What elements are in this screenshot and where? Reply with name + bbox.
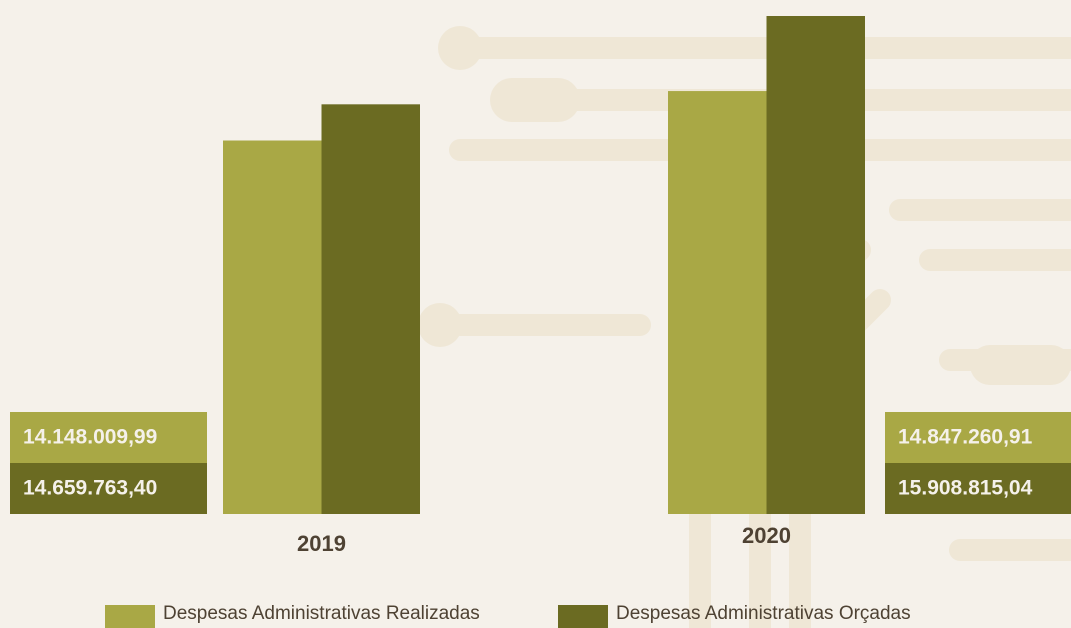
value-label: 14.847.260,91	[898, 426, 1033, 449]
bar	[668, 91, 767, 514]
value-label-box	[10, 412, 207, 463]
bar	[321, 104, 420, 515]
category-label: 2019	[297, 531, 346, 556]
value-label: 15.908.815,04	[898, 477, 1033, 500]
category-label: 2020	[742, 523, 791, 548]
legend-swatch	[105, 605, 155, 628]
value-label: 14.659.763,40	[23, 477, 157, 500]
legend-label: Despesas Administrativas Realizadas	[163, 603, 480, 624]
value-label-box	[10, 463, 207, 514]
legend-label: Despesas Administrativas Orçadas	[616, 603, 911, 624]
value-label: 14.148.009,99	[23, 426, 157, 449]
bar	[766, 16, 865, 514]
value-label-box	[885, 412, 1071, 463]
bar	[223, 140, 322, 514]
value-label-box	[885, 463, 1071, 514]
legend-swatch	[558, 605, 608, 628]
